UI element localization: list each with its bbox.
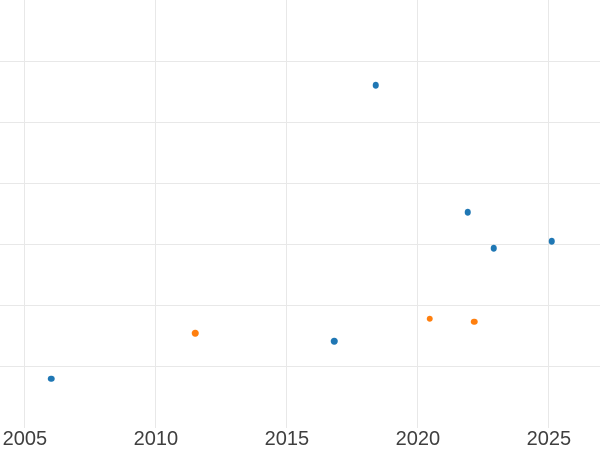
vertical-gridline <box>417 0 419 428</box>
vertical-gridline <box>155 0 157 428</box>
data-point-orange-series <box>191 330 199 337</box>
data-point-blue-series <box>47 375 55 382</box>
data-point-blue-series <box>490 245 498 252</box>
x-tick-label: 2015 <box>264 428 310 450</box>
vertical-gridline <box>24 0 26 428</box>
data-point-blue-series <box>548 237 555 245</box>
horizontal-gridline <box>0 304 600 306</box>
vertical-gridline <box>548 0 550 428</box>
x-axis: 2005 2010 2015 2020 2025 <box>0 428 600 450</box>
horizontal-gridline <box>0 243 600 245</box>
x-tick-label: 2025 <box>526 428 572 450</box>
x-tick-label: 2010 <box>133 428 179 450</box>
horizontal-gridline <box>0 121 600 123</box>
data-point-blue-series <box>372 82 380 89</box>
vertical-gridline <box>286 0 288 428</box>
x-tick-label: 2020 <box>395 428 441 450</box>
data-point-blue-series <box>330 338 338 345</box>
plot-area <box>0 0 600 428</box>
x-tick-label: 2005 <box>2 428 48 450</box>
data-point-orange-series <box>470 318 478 325</box>
horizontal-gridline <box>0 365 600 367</box>
data-point-orange-series <box>426 315 433 322</box>
data-point-blue-series <box>464 209 471 216</box>
horizontal-gridline <box>0 182 600 184</box>
horizontal-gridline <box>0 60 600 62</box>
